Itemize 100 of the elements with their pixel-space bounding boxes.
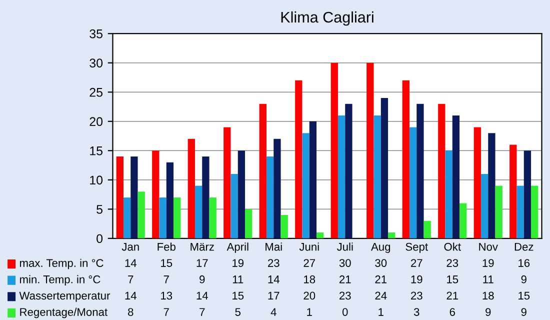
legend-label: Wassertemperatur xyxy=(19,292,110,302)
bar xyxy=(209,197,216,238)
bar xyxy=(166,162,174,238)
bar xyxy=(302,133,310,238)
bar xyxy=(374,116,381,238)
data-label: 27 xyxy=(304,259,315,267)
x-tick-label: Aug xyxy=(371,242,390,253)
data-label: 20 xyxy=(304,292,316,300)
bar xyxy=(488,133,496,238)
data-label: 11 xyxy=(483,276,494,284)
y-tick-label: 35 xyxy=(90,29,103,38)
x-tick-label: Dez xyxy=(514,242,534,251)
bar xyxy=(159,197,166,238)
data-label: 15 xyxy=(447,276,458,284)
data-label: 3 xyxy=(414,308,420,316)
bar xyxy=(516,186,524,238)
data-label: 7 xyxy=(164,308,169,316)
data-label: 15 xyxy=(518,292,530,300)
bar xyxy=(338,116,346,238)
data-label: 14 xyxy=(125,259,136,267)
data-label: 21 xyxy=(446,292,458,300)
bar xyxy=(452,116,460,238)
bar xyxy=(174,197,181,238)
data-label: 24 xyxy=(375,292,387,300)
bar xyxy=(345,104,352,238)
x-tick-label: Nov xyxy=(479,242,498,251)
bar xyxy=(188,138,195,238)
bar xyxy=(366,62,374,238)
bar xyxy=(259,104,266,238)
data-label: 23 xyxy=(268,259,280,267)
bar xyxy=(460,203,467,238)
bar xyxy=(474,127,481,238)
data-label: 5 xyxy=(235,308,240,316)
y-tick-label: 25 xyxy=(90,88,103,97)
y-tick-label: 15 xyxy=(90,146,103,156)
data-label: 15 xyxy=(232,292,244,300)
bar xyxy=(194,186,202,238)
bar xyxy=(409,127,417,238)
bar xyxy=(416,104,424,238)
data-label: 4 xyxy=(270,308,276,316)
bar xyxy=(138,192,145,238)
data-label: 1 xyxy=(378,308,384,316)
data-label: 19 xyxy=(232,259,244,267)
bar xyxy=(266,156,274,238)
x-tick-label: Sept xyxy=(406,242,428,253)
bar xyxy=(202,156,210,238)
bar xyxy=(524,150,532,238)
data-label: 9 xyxy=(200,275,205,284)
bar xyxy=(274,138,281,238)
data-label: 0 xyxy=(342,308,348,316)
legend-label: min. Temp. in °C xyxy=(20,275,100,286)
data-label: 9 xyxy=(521,308,526,316)
bar xyxy=(438,104,446,238)
x-tick-label: Juli xyxy=(336,242,353,251)
data-label: 18 xyxy=(304,275,316,284)
bar xyxy=(445,150,452,238)
legend-label: Regentage/Monat xyxy=(20,308,108,318)
data-label: 13 xyxy=(161,292,172,300)
x-tick-label: Feb xyxy=(158,242,176,251)
x-tick-label: Mai xyxy=(266,242,282,251)
x-tick-label: März xyxy=(190,242,214,251)
bar xyxy=(388,232,396,238)
bar xyxy=(424,220,431,238)
data-label: 16 xyxy=(518,259,530,267)
data-label: 23 xyxy=(411,292,422,300)
data-label: 30 xyxy=(339,259,351,267)
data-label: 7 xyxy=(200,308,205,316)
bar xyxy=(123,197,131,238)
chart-title: Klima Cagliari xyxy=(281,11,374,26)
y-tick-label: 20 xyxy=(90,117,103,126)
x-tick-label: April xyxy=(226,242,248,253)
bar xyxy=(480,174,488,238)
legend-label: max. Temp. in °C xyxy=(20,258,104,270)
bar xyxy=(510,144,517,238)
data-label: 1 xyxy=(307,308,312,316)
data-label: 19 xyxy=(482,259,494,267)
data-label: 23 xyxy=(340,292,351,300)
bar xyxy=(495,186,502,238)
y-tick-label: 10 xyxy=(90,176,103,185)
bar xyxy=(116,156,124,238)
x-tick-label: Okt xyxy=(444,242,461,251)
data-label: 21 xyxy=(375,275,387,284)
data-label: 9 xyxy=(521,275,526,284)
data-label: 17 xyxy=(268,292,280,300)
bar xyxy=(152,150,160,238)
bar xyxy=(238,150,246,238)
data-label: 7 xyxy=(128,276,134,284)
bar xyxy=(230,174,238,238)
data-label: 30 xyxy=(375,259,387,267)
data-label: 14 xyxy=(125,292,136,300)
bar xyxy=(402,80,410,238)
x-tick-label: Jan xyxy=(122,242,139,251)
bar xyxy=(330,62,338,238)
data-label: 21 xyxy=(340,275,351,284)
data-label: 18 xyxy=(482,292,494,300)
y-tick-label: 0 xyxy=(96,234,103,244)
y-tick-label: 5 xyxy=(96,205,103,214)
data-label: 23 xyxy=(446,259,458,267)
data-label: 9 xyxy=(486,308,491,316)
x-tick-label: Juni xyxy=(299,242,319,251)
